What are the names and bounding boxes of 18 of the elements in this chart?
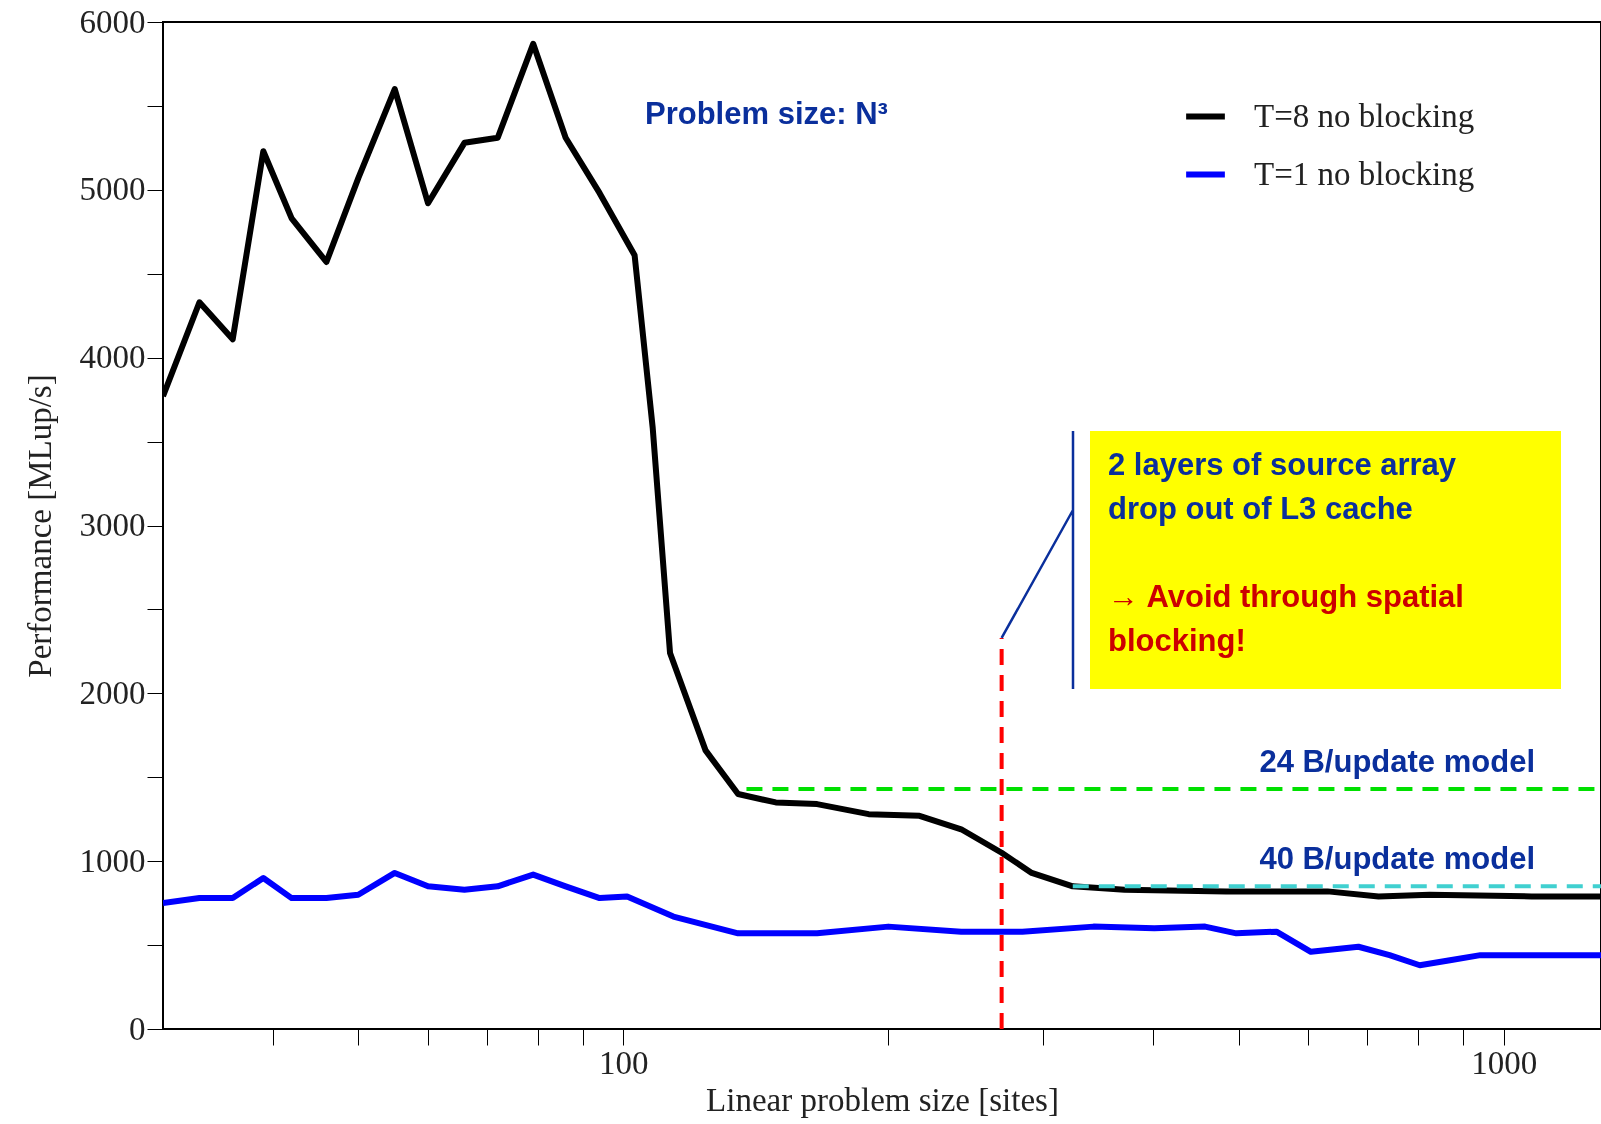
annotation: Problem size: N³ [645,96,888,132]
y-tick-label: 5000 [79,171,146,208]
y-tick-label: 2000 [79,674,146,711]
x-axis-title: Linear problem size [sites] [706,1081,1059,1118]
y-tick-label: 3000 [79,507,146,543]
legend-label: T=1 no blocking [1254,155,1475,192]
y-tick-label: 4000 [79,339,146,376]
callout-box: 2 layers of source array drop out of L3 cache → Avoid through spatial blocking! [1090,431,1561,689]
y-tick-label: 0 [129,1010,146,1047]
y-tick-label: 1000 [79,842,146,879]
y-tick-label: 6000 [79,3,146,40]
legend-label: T=8 no blocking [1254,97,1475,134]
x-tick-label: 100 [599,1044,649,1081]
series-label: 40 B/update model [1259,841,1535,877]
annotation: → Avoid through spatial blocking! [1108,578,1465,660]
annotation: 2 layers of source array drop out of L3 cache [1108,446,1458,528]
y-axis-title: Performance [MLup/s] [21,374,58,678]
series-label: 24 B/update model [1259,744,1535,779]
